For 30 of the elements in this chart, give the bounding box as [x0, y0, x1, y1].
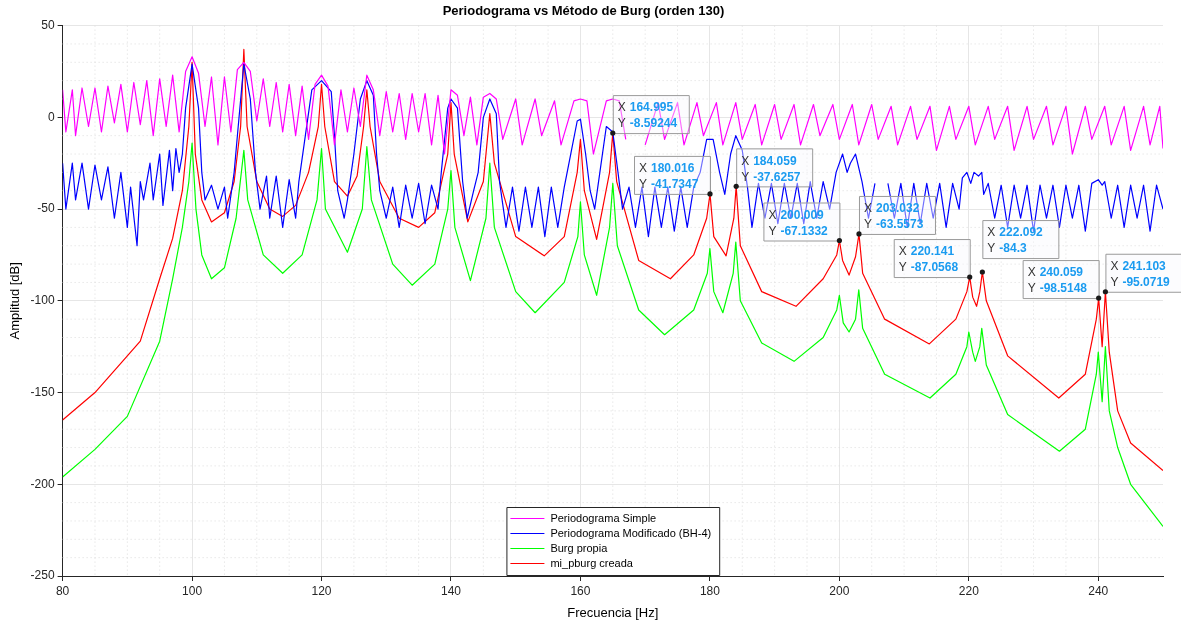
legend-label: Periodograma Modificado (BH-4): [550, 526, 712, 539]
x-tick-label: 120: [311, 583, 332, 598]
y-tick-label: -50: [37, 201, 55, 216]
annotation: X 241.103 Y -95.0719: [1110, 259, 1171, 290]
x-tick-label: 160: [570, 583, 591, 598]
x-tick-label: 80: [55, 583, 70, 598]
y-tick-label: -250: [30, 568, 55, 583]
legend-label: Periodograma Simple: [550, 511, 657, 524]
x-tick-label: 100: [182, 583, 203, 598]
y-tick-label: -200: [30, 476, 55, 491]
y-tick-label: -150: [30, 384, 55, 399]
annotation: X 222.092 Y -84.3: [987, 225, 1044, 256]
y-tick-label: 50: [41, 17, 55, 32]
annotation: X 220.141 Y -87.0568: [898, 244, 959, 275]
legend-label: Burg propia: [550, 541, 609, 554]
x-tick-label: 140: [440, 583, 462, 598]
x-tick-label: 180: [699, 583, 721, 598]
y-tick-label: 0: [47, 109, 55, 124]
y-tick-label: -100: [30, 293, 55, 308]
chart-title: Periodograma vs Método de Burg (orden 130): [442, 3, 725, 19]
annotation: X 203.032 Y -63.5573: [863, 201, 924, 232]
x-tick-label: 200: [829, 583, 850, 598]
x-tick-label: 220: [958, 583, 980, 598]
annotation: X 184.059 Y -37.6257: [741, 153, 801, 184]
annotation: X 180.016 Y -41.7347: [639, 161, 699, 192]
annotation: X 240.059 Y -98.5148: [1027, 265, 1088, 296]
x-tick-label: 240: [1088, 583, 1109, 598]
x-axis-title: Frecuencia [Hz]: [567, 604, 659, 620]
y-axis-title: Amplitud [dB]: [7, 262, 23, 340]
legend-label: mi_pburg creada: [550, 556, 634, 569]
